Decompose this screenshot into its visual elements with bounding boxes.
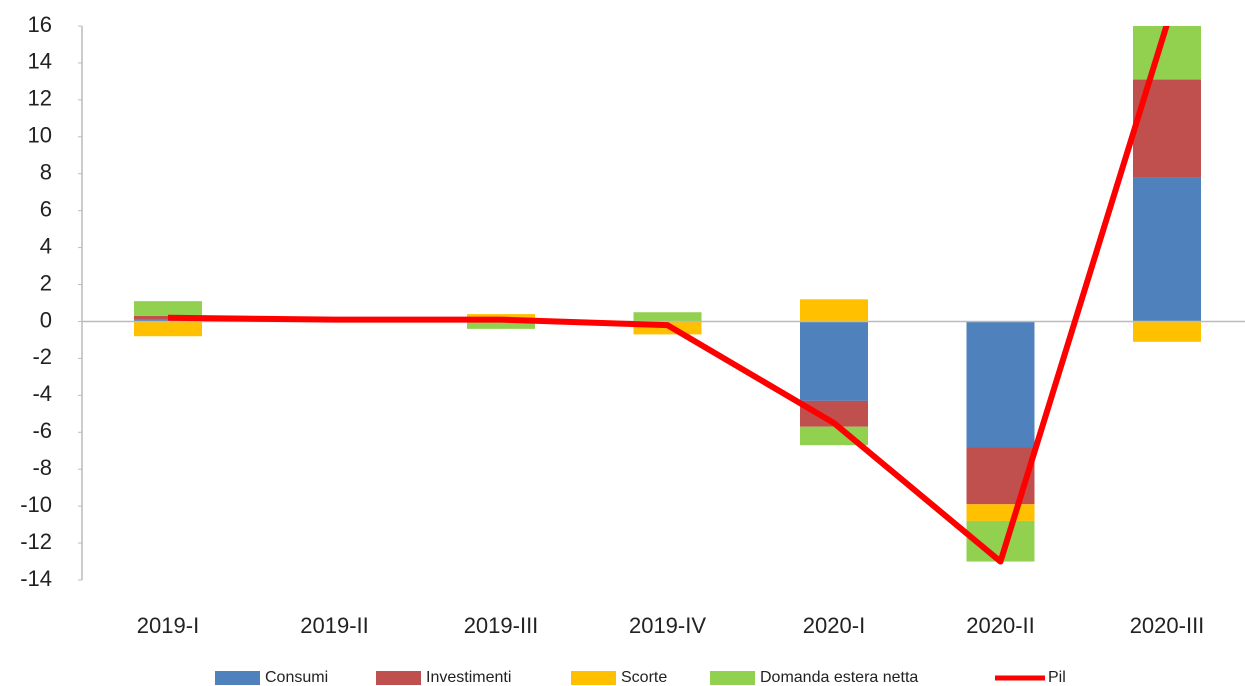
bar-segment: [800, 321, 868, 401]
y-tick-label: -6: [32, 418, 52, 443]
bar-segment: [1133, 26, 1201, 80]
legend-swatch: [571, 671, 616, 685]
x-tick-label: 2019-III: [464, 613, 539, 638]
plot-area: [82, 26, 1245, 565]
y-tick-label: 6: [40, 196, 52, 221]
bar-segment: [134, 321, 202, 337]
bar-segment: [134, 315, 202, 320]
y-tick-label: 14: [28, 49, 52, 74]
bar-segment: [966, 504, 1035, 521]
legend-label: Consumi: [265, 669, 328, 686]
bar-segment: [1133, 321, 1201, 342]
y-tick-label: 4: [40, 233, 52, 258]
bar-segment: [633, 312, 702, 322]
legend-label: Pil: [1048, 669, 1066, 686]
legend-swatch: [215, 671, 260, 685]
y-tick-label: 16: [28, 12, 52, 37]
legend-label: Domanda estera netta: [760, 669, 918, 686]
x-tick-label: 2020-I: [803, 613, 865, 638]
y-tick-label: 12: [28, 86, 52, 111]
y-tick-label: -14: [20, 566, 52, 591]
x-tick-label: 2019-IV: [629, 613, 706, 638]
y-tick-label: -12: [20, 529, 52, 554]
bar-segment: [966, 321, 1035, 448]
y-tick-label: 8: [40, 160, 52, 185]
x-tick-label: 2019-II: [300, 613, 369, 638]
line-series: [167, 26, 1170, 565]
legend-swatch: [710, 671, 755, 685]
y-tick-label: 2: [40, 270, 52, 295]
x-tick-label: 2020-III: [1130, 613, 1205, 638]
y-tick-label: -4: [32, 381, 52, 406]
legend-label: Investimenti: [426, 669, 511, 686]
y-tick-label: 0: [40, 307, 52, 332]
legend-swatch: [376, 671, 421, 685]
bar-segment: [467, 321, 535, 329]
x-tick-label: 2019-I: [137, 613, 199, 638]
bar-segment: [134, 301, 202, 316]
y-tick-label: 10: [28, 123, 52, 148]
x-tick-label: 2020-II: [966, 613, 1035, 638]
y-tick-label: -10: [20, 492, 52, 517]
bar-segment: [800, 299, 868, 322]
legend-label: Scorte: [621, 669, 667, 686]
y-tick-label: -2: [32, 344, 52, 369]
bar-segment: [1133, 177, 1201, 322]
y-tick-label: -8: [32, 455, 52, 480]
